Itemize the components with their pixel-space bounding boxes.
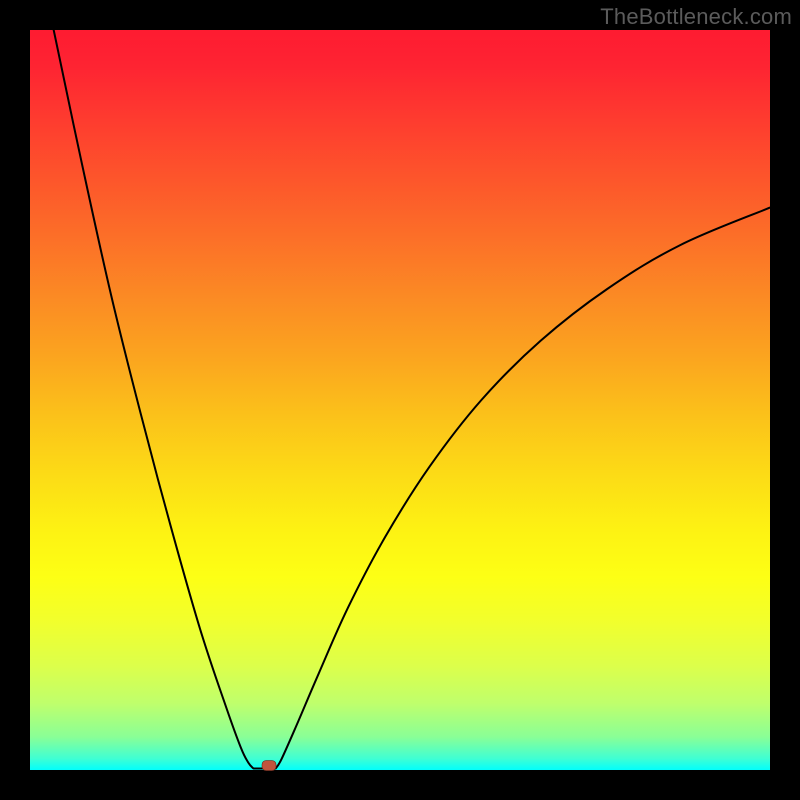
optimum-marker: [262, 761, 276, 771]
plot-gradient-area: [30, 30, 770, 770]
watermark-text: TheBottleneck.com: [600, 4, 792, 30]
bottleneck-chart: [0, 0, 800, 800]
